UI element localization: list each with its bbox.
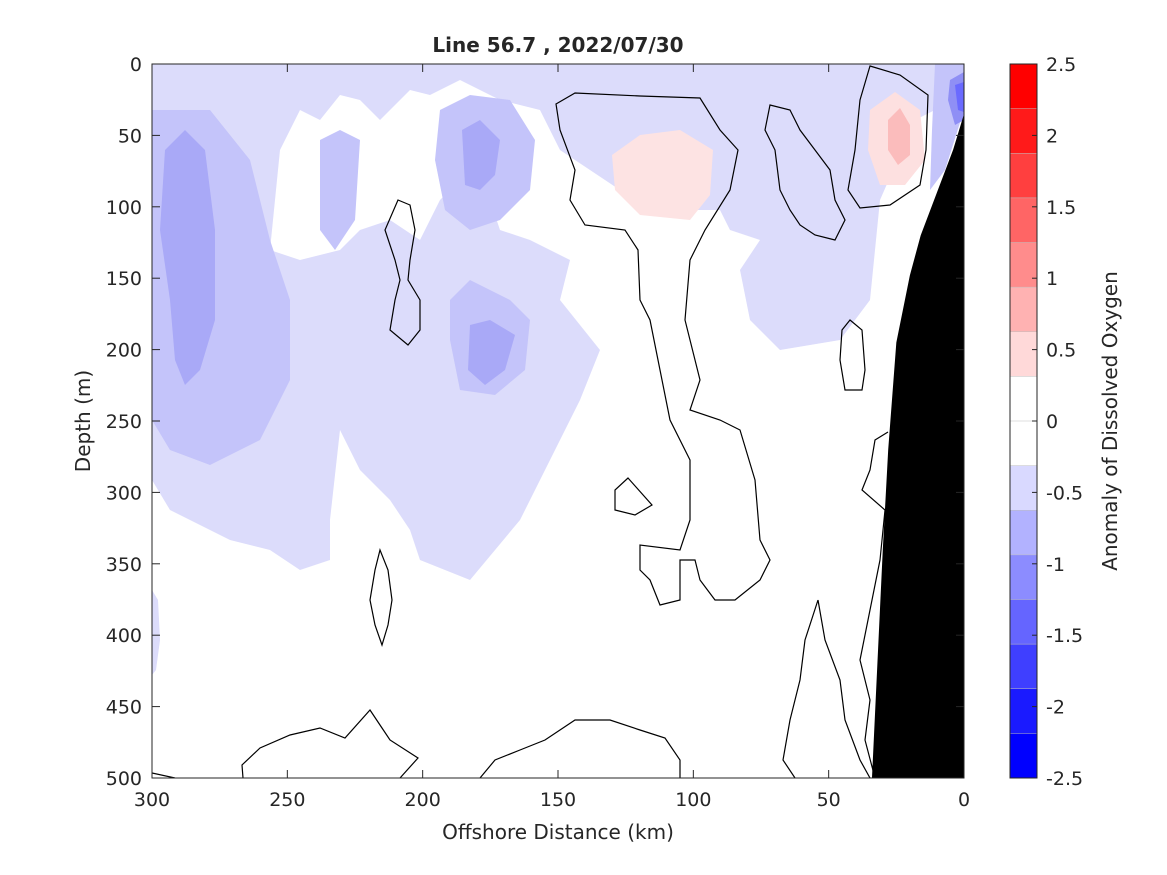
zero-contour-mid-section <box>555 92 771 606</box>
colorbar-ticks: 2.5 2 1.5 1 0.5 0 -0.5 -1 -1.5 -2 -2.5 <box>1032 54 1083 790</box>
colorbar-swatch <box>1010 465 1037 511</box>
colorbar-label: Anomaly of Dissolved Oxygen <box>1098 271 1122 571</box>
y-tick-label: 500 <box>106 768 142 790</box>
zero-contour-ellipse-a <box>614 477 653 516</box>
colorbar-swatch <box>1010 688 1037 734</box>
colorbar-swatch <box>1010 153 1037 199</box>
chart-title: Line 56.7 , 2022/07/30 <box>432 33 683 57</box>
colorbar-swatch <box>1010 510 1037 556</box>
x-axis-label: Offshore Distance (km) <box>442 820 674 844</box>
y-tick-label: 100 <box>106 197 142 219</box>
colorbar-swatch <box>1010 331 1037 377</box>
x-tick-label: 150 <box>540 789 576 811</box>
zero-contour-deep-slope <box>782 599 871 778</box>
y-tick-label: 200 <box>106 340 142 362</box>
x-tick-label: 0 <box>958 789 970 811</box>
colorbar-tick-label: 1.5 <box>1046 197 1076 219</box>
zero-contour-slope <box>764 104 846 241</box>
y-tick-label: 350 <box>106 554 142 576</box>
zero-contour-slope-wall <box>859 431 889 778</box>
colorbar-swatch <box>1010 599 1037 645</box>
anomaly-region-neg-05-deep <box>152 590 160 675</box>
colorbar-tick-label: 0 <box>1046 411 1058 433</box>
x-tick-label: 250 <box>269 789 305 811</box>
y-axis: 0 50 100 150 200 250 300 350 400 450 500 <box>106 54 964 790</box>
zero-contour-ellipse-b <box>839 319 866 391</box>
colorbar-tick-label: -2.5 <box>1046 768 1083 790</box>
colorbar-swatch <box>1010 733 1037 779</box>
anomaly-region-neg-10-mid <box>462 120 500 190</box>
x-tick-label: 100 <box>675 789 711 811</box>
colorbar-swatch <box>1010 242 1037 288</box>
colorbar-tick-label: 0.5 <box>1046 340 1076 362</box>
colorbar-tick-label: 2 <box>1046 125 1058 147</box>
zero-contour-bottom-c <box>152 772 176 778</box>
colorbar-swatch <box>1010 287 1037 333</box>
colorbar-tick-label: -1.5 <box>1046 625 1083 647</box>
x-tick-label: 300 <box>134 789 170 811</box>
colorbar-swatch <box>1010 197 1037 243</box>
anomaly-region-neg-10-offshore <box>160 130 215 385</box>
anomaly-region-pos-nearshore-core <box>888 108 910 165</box>
colorbar-swatch <box>1010 554 1037 600</box>
y-tick-label: 0 <box>130 54 142 76</box>
y-tick-label: 400 <box>106 625 142 647</box>
zero-contour-bottom-a <box>241 709 419 778</box>
anomaly-region-pos-mid <box>612 130 713 220</box>
x-axis: 300 250 200 150 100 50 0 <box>134 64 970 811</box>
colorbar-tick-label: -1 <box>1046 554 1065 576</box>
x-tick-label: 200 <box>405 789 441 811</box>
zero-contour-thin-upper <box>384 199 421 346</box>
x-tick-label: 50 <box>817 789 841 811</box>
colorbar-swatch <box>1010 108 1037 154</box>
bathymetry-mask <box>871 113 964 778</box>
colorbar-swatch <box>1010 644 1037 690</box>
colorbar-tick-label: -0.5 <box>1046 482 1083 504</box>
colorbar-tick-label: 1 <box>1046 268 1058 290</box>
zero-contour-thin-lower <box>369 548 393 647</box>
colorbar-tick-label: -2 <box>1046 697 1065 719</box>
y-tick-label: 250 <box>106 411 142 433</box>
colorbar <box>1010 64 1037 779</box>
zero-contour-lines <box>152 65 929 778</box>
anomaly-region-neg-05 <box>152 64 955 580</box>
colorbar-tick-label: 2.5 <box>1046 54 1076 76</box>
y-tick-label: 450 <box>106 697 142 719</box>
anomaly-region-coastal-neg-max <box>955 82 964 112</box>
y-axis-label: Depth (m) <box>71 370 95 472</box>
colorbar-swatch <box>1010 376 1037 422</box>
y-tick-label: 300 <box>106 482 142 504</box>
y-tick-label: 150 <box>106 268 142 290</box>
zero-contour-nearshore <box>847 65 929 209</box>
anomaly-region-neg-10-lower <box>468 320 515 385</box>
y-tick-label: 50 <box>118 125 142 147</box>
zero-contour-bottom-b <box>479 719 681 778</box>
colorbar-swatch <box>1010 421 1037 467</box>
colorbar-swatch <box>1010 64 1037 110</box>
anomaly-region-neg-075-mid <box>320 130 360 250</box>
